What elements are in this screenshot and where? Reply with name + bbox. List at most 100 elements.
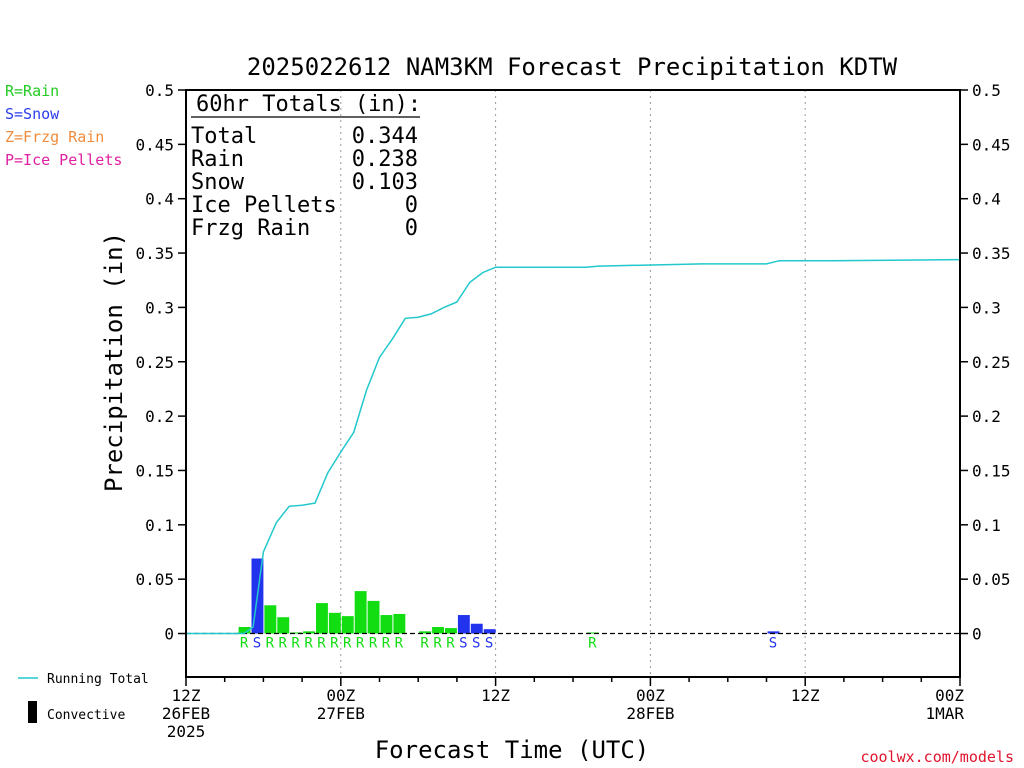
x-tick-label: 00Z bbox=[636, 686, 665, 705]
x-tick-label: 12Z bbox=[172, 686, 201, 705]
precip-bar bbox=[277, 617, 290, 634]
ptype-marker: R bbox=[369, 636, 378, 652]
y-tick-label: 0.4 bbox=[972, 190, 1001, 209]
precip-bar bbox=[238, 626, 251, 634]
x-tick-label: 00Z bbox=[326, 686, 355, 705]
running-total-line bbox=[186, 258, 961, 635]
y-tick-label: 0.1 bbox=[145, 516, 174, 535]
ptype-marker: R bbox=[317, 636, 326, 652]
precip-bar bbox=[432, 626, 444, 634]
totals-value: 0.103 bbox=[352, 170, 418, 195]
ptype-marker: R bbox=[266, 636, 275, 652]
precip-bar bbox=[767, 631, 780, 634]
precip-bar bbox=[380, 615, 393, 634]
totals-label: Ice Pellets bbox=[191, 193, 337, 218]
ptype-marker: R bbox=[433, 636, 442, 652]
y-tick-label: 0.35 bbox=[972, 244, 1011, 263]
credit-text: coolwx.com/models bbox=[860, 748, 1014, 766]
ptype-marker: R bbox=[304, 636, 313, 652]
legend-entry: P=Ice Pellets bbox=[5, 151, 122, 169]
y-axis-label: Precipitation (in) bbox=[100, 232, 128, 492]
precip-bars bbox=[238, 558, 780, 634]
y-tick-label: 0.3 bbox=[145, 298, 174, 317]
precip-bar bbox=[483, 629, 496, 634]
plot-frame bbox=[185, 89, 961, 678]
totals-value: 0.238 bbox=[352, 147, 418, 172]
ptype-marker: R bbox=[279, 636, 288, 652]
y-tick-label: 0.35 bbox=[135, 244, 174, 263]
ptype-marker: R bbox=[343, 636, 352, 652]
precip-bar bbox=[290, 632, 303, 634]
grid-lines bbox=[340, 90, 806, 677]
ptype-marker: R bbox=[395, 636, 404, 652]
legend-entry: S=Snow bbox=[5, 105, 60, 123]
y-tick-label: 0.25 bbox=[135, 353, 174, 372]
legend: R=Rain S=Snow Z=Frzg Rain P=Ice Pellets bbox=[5, 82, 122, 169]
precip-bar bbox=[264, 605, 277, 634]
y-tick-label: 0.1 bbox=[972, 516, 1001, 535]
ptype-marker: R bbox=[420, 636, 429, 652]
y-tick-label: 0.3 bbox=[972, 298, 1001, 317]
legend-entry: R=Rain bbox=[5, 82, 59, 100]
y-axis-right: 0.5 0.45 0.4 0.35 0.3 0.25 0.2 0.15 0.1 0.05 0 bbox=[960, 81, 1011, 644]
totals-value: 0 bbox=[405, 193, 418, 218]
ptype-marker: R bbox=[446, 636, 455, 652]
precip-bar bbox=[316, 603, 328, 634]
y-tick-label: 0.15 bbox=[135, 461, 174, 480]
precip-bar bbox=[470, 623, 483, 634]
precip-bar bbox=[354, 591, 367, 634]
bottom-legend: Running Total Convective bbox=[18, 672, 149, 723]
x-tick-label: 00Z bbox=[935, 686, 964, 705]
ptype-marker: R bbox=[382, 636, 391, 652]
precip-bar bbox=[328, 612, 341, 634]
ptype-marker: R bbox=[240, 636, 249, 652]
y-tick-label: 0.2 bbox=[972, 407, 1001, 426]
y-tick-label: 0.4 bbox=[145, 190, 174, 209]
legend-entry: Z=Frzg Rain bbox=[5, 128, 104, 146]
totals-label: Rain bbox=[191, 147, 244, 172]
convective-swatch bbox=[28, 701, 37, 723]
precip-bar bbox=[341, 616, 354, 634]
precip-bar bbox=[445, 628, 457, 634]
y-tick-label: 0.45 bbox=[972, 135, 1011, 154]
x-tick-label: 12Z bbox=[791, 686, 820, 705]
y-tick-label: 0 bbox=[164, 625, 174, 644]
x-tick-label: 28FEB bbox=[626, 704, 674, 723]
y-tick-label: 0.45 bbox=[135, 135, 174, 154]
ptype-marker: S bbox=[459, 636, 467, 652]
x-axis-label: Forecast Time (UTC) bbox=[375, 736, 650, 764]
ptype-marker: R bbox=[588, 636, 597, 652]
x-tick-label: 1MAR bbox=[925, 704, 964, 723]
y-tick-label: 0.15 bbox=[972, 461, 1011, 480]
precip-bar bbox=[303, 631, 315, 634]
convective-legend: Convective bbox=[47, 708, 125, 723]
ptype-marker: S bbox=[769, 636, 777, 652]
precip-bar bbox=[419, 631, 432, 634]
y-tick-label: 0.25 bbox=[972, 353, 1011, 372]
totals-label: Frzg Rain bbox=[191, 216, 310, 241]
totals-label: Snow bbox=[191, 170, 245, 195]
ptype-marker: R bbox=[291, 636, 300, 652]
ptype-marker: R bbox=[356, 636, 365, 652]
precip-bar bbox=[393, 613, 406, 634]
x-tick-label: 26FEB bbox=[162, 704, 210, 723]
ptype-marker: R bbox=[330, 636, 339, 652]
totals-label: Total bbox=[191, 124, 257, 149]
y-tick-label: 0.05 bbox=[972, 570, 1011, 589]
chart-title: 2025022612 NAM3KM Forecast Precipitation… bbox=[247, 53, 898, 81]
y-axis-left: 0.5 0.45 0.4 0.35 0.3 0.25 0.2 0.15 0.1 0.05 0 bbox=[135, 81, 186, 644]
precip-bar bbox=[367, 600, 380, 634]
y-tick-label: 0.2 bbox=[145, 407, 174, 426]
y-tick-label: 0.5 bbox=[972, 81, 1001, 100]
totals-value: 0.344 bbox=[352, 124, 418, 149]
precip-bar bbox=[586, 632, 599, 634]
ptype-marker: S bbox=[485, 636, 493, 652]
totals-heading: 60hr Totals (in): bbox=[196, 92, 421, 117]
ptype-marker: S bbox=[253, 636, 261, 652]
x-tick-label: 2025 bbox=[167, 722, 206, 741]
y-tick-label: 0 bbox=[972, 625, 982, 644]
x-tick-label: 12Z bbox=[481, 686, 510, 705]
